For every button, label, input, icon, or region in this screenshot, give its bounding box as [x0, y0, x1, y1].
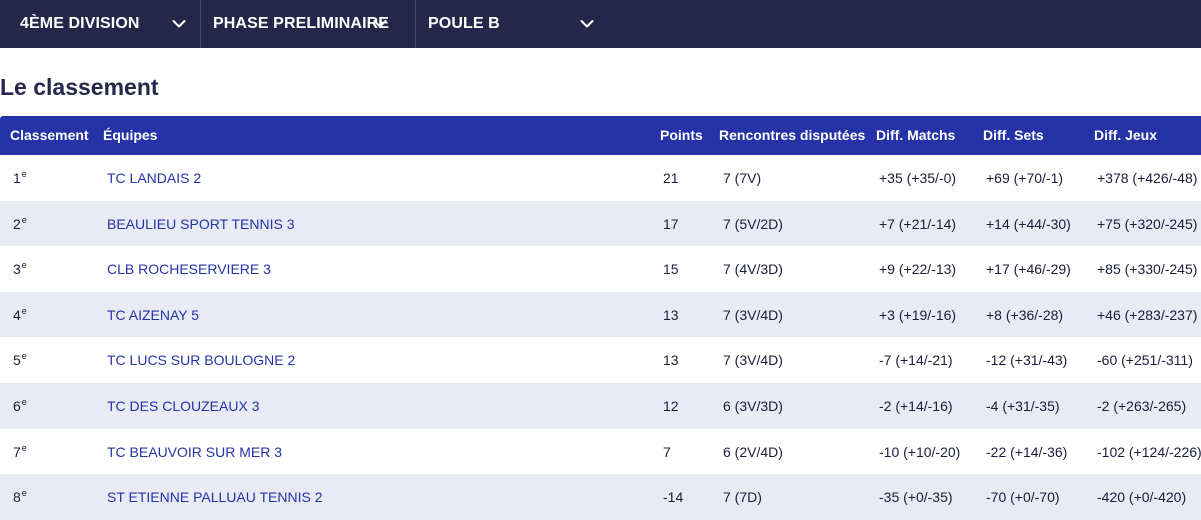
diff-sets-cell: +8 (+36/-28): [986, 306, 1064, 323]
diff-jeux-cell: +378 (+426/-48): [1097, 170, 1198, 186]
header-rank: Classement: [10, 127, 89, 143]
table-row: 4e TC AIZENAY 5 13 7 (3V/4D) +3 (+19/-16…: [0, 291, 1201, 338]
poule-dropdown-label: POULE B: [428, 15, 500, 32]
team-link[interactable]: BEAULIEU SPORT TENNIS 3: [107, 215, 295, 232]
diff-jeux-cell: -2 (+263/-265): [1097, 397, 1187, 414]
division-dropdown-label: 4ÈME DIVISION: [20, 15, 140, 32]
table-row: 5e TC LUCS SUR BOULOGNE 2 13 7 (3V/4D) -…: [0, 337, 1201, 383]
table-header: Classement Équipes Points Rencontres dis…: [0, 116, 1201, 155]
team-link[interactable]: TC DES CLOUZEAUX 3: [107, 397, 260, 414]
diff-sets-cell: +17 (+46/-29): [986, 261, 1071, 278]
team-link[interactable]: ST ETIENNE PALLUAU TENNIS 2: [107, 489, 323, 506]
points-cell: 21: [663, 170, 679, 186]
rank-cell: 4e: [13, 305, 27, 323]
diff-matchs-cell: -10 (+10/-20): [879, 443, 961, 460]
rank-cell: 8e: [13, 488, 27, 506]
chevron-down-icon: [172, 17, 186, 31]
points-cell: -14: [663, 489, 684, 506]
diff-jeux-cell: +75 (+320/-245): [1097, 215, 1198, 232]
phase-dropdown[interactable]: PHASE PRELIMINAIRE: [201, 0, 416, 48]
diff-jeux-cell: -60 (+251/-311): [1097, 352, 1193, 369]
header-rencontres: Rencontres disputées: [719, 127, 866, 143]
diff-jeux-cell: -420 (+0/-420): [1097, 489, 1187, 506]
header-points: Points: [660, 127, 703, 143]
rencontres-cell: 7 (3V/4D): [723, 352, 783, 369]
rank-cell: 3e: [13, 260, 27, 278]
diff-jeux-cell: -102 (+124/-226): [1097, 443, 1201, 460]
rank-cell: 5e: [13, 351, 27, 369]
header-diff-matchs: Diff. Matchs: [876, 127, 956, 143]
diff-sets-cell: -12 (+31/-43): [986, 352, 1068, 369]
team-link[interactable]: TC BEAUVOIR SUR MER 3: [107, 443, 283, 460]
rank-cell: 1e: [13, 169, 27, 186]
poule-dropdown[interactable]: POULE B: [416, 0, 616, 48]
filter-bar: 4ÈME DIVISION PHASE PRELIMINAIRE POULE B: [0, 0, 1201, 48]
points-cell: 17: [663, 215, 679, 232]
header-team: Équipes: [103, 127, 158, 143]
chevron-down-icon: [580, 17, 594, 31]
rencontres-cell: 6 (3V/3D): [723, 397, 783, 414]
standings-table: Classement Équipes Points Rencontres dis…: [0, 116, 1201, 520]
table-row: 8e ST ETIENNE PALLUAU TENNIS 2 -14 7 (7D…: [0, 474, 1201, 520]
points-cell: 7: [663, 443, 671, 460]
rank-cell: 7e: [13, 442, 27, 460]
table-row: 3e CLB ROCHESERVIERE 3 15 7 (4V/3D) +9 (…: [0, 246, 1201, 292]
rencontres-cell: 7 (3V/4D): [723, 306, 783, 323]
rank-cell: 2e: [13, 214, 27, 232]
diff-sets-cell: -4 (+31/-35): [986, 397, 1060, 414]
diff-sets-cell: -22 (+14/-36): [986, 443, 1068, 460]
table-row: 1e TC LANDAIS 2 21 7 (7V) +35 (+35/-0) +…: [0, 155, 1201, 201]
team-link[interactable]: TC AIZENAY 5: [107, 306, 200, 323]
rencontres-cell: 7 (7V): [723, 170, 762, 186]
table-row: 2e BEAULIEU SPORT TENNIS 3 17 7 (5V/2D) …: [0, 200, 1201, 247]
diff-matchs-cell: -35 (+0/-35): [879, 489, 953, 506]
rencontres-cell: 7 (7D): [723, 489, 762, 506]
diff-sets-cell: +69 (+70/-1): [986, 170, 1064, 186]
rank-cell: 6e: [13, 396, 27, 414]
table-row: 6e TC DES CLOUZEAUX 3 12 6 (3V/3D) -2 (+…: [0, 382, 1201, 429]
chevron-down-icon: [373, 17, 387, 31]
division-dropdown[interactable]: 4ÈME DIVISION: [0, 0, 201, 48]
rencontres-cell: 7 (5V/2D): [723, 215, 783, 232]
phase-dropdown-label: PHASE PRELIMINAIRE: [213, 15, 390, 32]
diff-matchs-cell: +7 (+21/-14): [879, 215, 957, 232]
team-link[interactable]: TC LANDAIS 2: [107, 170, 202, 186]
table-row: 7e TC BEAUVOIR SUR MER 3 7 6 (2V/4D) -10…: [0, 429, 1201, 475]
diff-matchs-cell: -2 (+14/-16): [879, 397, 953, 414]
diff-sets-cell: +14 (+44/-30): [986, 215, 1071, 232]
header-diff-jeux: Diff. Jeux: [1094, 127, 1158, 143]
points-cell: 15: [663, 261, 679, 278]
diff-matchs-cell: +9 (+22/-13): [879, 261, 957, 278]
page-title: Le classement: [0, 74, 159, 100]
team-link[interactable]: TC LUCS SUR BOULOGNE 2: [107, 352, 296, 369]
rencontres-cell: 6 (2V/4D): [723, 443, 783, 460]
points-cell: 12: [663, 397, 679, 414]
diff-jeux-cell: +46 (+283/-237): [1097, 306, 1198, 323]
diff-jeux-cell: +85 (+330/-245): [1097, 261, 1198, 278]
header-diff-sets: Diff. Sets: [983, 127, 1044, 143]
points-cell: 13: [663, 306, 679, 323]
diff-matchs-cell: +3 (+19/-16): [879, 306, 957, 323]
diff-matchs-cell: -7 (+14/-21): [879, 352, 953, 369]
team-link[interactable]: CLB ROCHESERVIERE 3: [107, 261, 271, 278]
diff-sets-cell: -70 (+0/-70): [986, 489, 1060, 506]
points-cell: 13: [663, 352, 679, 369]
diff-matchs-cell: +35 (+35/-0): [879, 170, 957, 186]
rencontres-cell: 7 (4V/3D): [723, 261, 783, 278]
